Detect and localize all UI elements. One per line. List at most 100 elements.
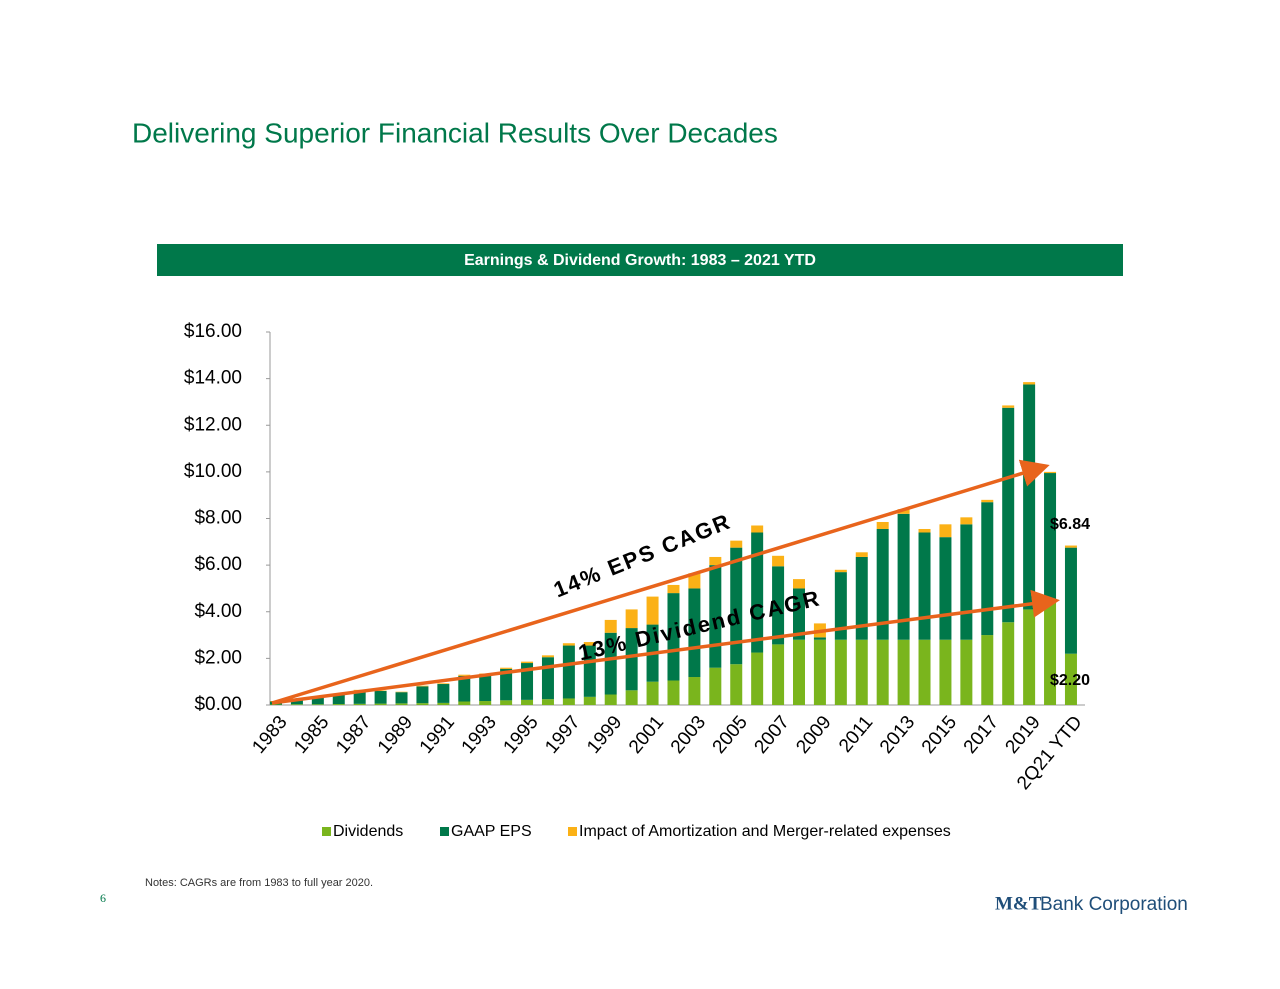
bar-segment (709, 565, 722, 668)
bar-segment (625, 690, 638, 705)
bar-segment (1064, 545, 1077, 548)
bar-segment (541, 699, 554, 705)
bar-segment (521, 699, 534, 705)
bar-segment (521, 663, 534, 700)
bar-segment (730, 540, 743, 548)
bar-segment (583, 645, 596, 697)
bar-segment (772, 644, 785, 705)
bar-segment (876, 521, 889, 529)
dividend-arrow (271, 589, 1060, 705)
bar-segment (981, 499, 994, 503)
bar-segment (667, 584, 680, 594)
bar-segment (667, 593, 680, 681)
y-tick-label: $16.00 (184, 321, 242, 342)
x-tick-label: 1991 (416, 712, 459, 758)
bar-segment (918, 532, 931, 640)
bar-segment (353, 691, 366, 704)
bar-segment (667, 680, 680, 705)
bar-segment (960, 517, 973, 525)
bar-segment (1044, 471, 1057, 474)
y-tick-label: $6.00 (194, 554, 242, 575)
annotation: $6.84 (1050, 516, 1090, 533)
bar-segment (562, 698, 575, 705)
x-tick-label: 1999 (583, 712, 626, 758)
bar-segment (793, 579, 805, 589)
bar-segment (834, 639, 847, 705)
bar-segment (311, 704, 324, 705)
x-tick-label: 2009 (792, 712, 835, 758)
x-tick-label: 1989 (374, 712, 417, 758)
annotation: $2.20 (1050, 672, 1090, 689)
y-tick-label: $12.00 (184, 414, 242, 435)
bar-segment (709, 667, 722, 705)
x-tick-label: 2001 (625, 712, 668, 758)
bar-segment (981, 502, 994, 636)
bar-segment (813, 637, 826, 640)
x-tick-label: 1997 (541, 712, 584, 758)
bar-segment (437, 684, 450, 703)
chart-title: Earnings & Dividend Growth: 1983 – 2021 … (464, 252, 816, 269)
bar-segment (1064, 653, 1077, 705)
bar-segment (583, 696, 596, 705)
bar-segment (604, 632, 617, 695)
y-tick-label: $4.00 (194, 601, 242, 622)
x-tick-label: 1985 (290, 712, 333, 758)
bar-segment (918, 639, 931, 705)
bar-segment (604, 619, 617, 633)
bar-segment (751, 532, 764, 653)
bar-segment (437, 683, 450, 685)
y-tick-label: $8.00 (194, 508, 242, 529)
notes: Notes: CAGRs are from 1983 to full year … (145, 877, 373, 889)
page-number: 6 (100, 891, 106, 905)
eps-arrow (271, 459, 1050, 705)
bar-segment (855, 639, 868, 705)
x-tick-label: 2003 (667, 712, 710, 758)
bar-segment (646, 681, 659, 705)
bar-segment (939, 524, 952, 538)
bar-segment (730, 664, 743, 705)
legend-swatch (568, 827, 577, 836)
logo-brand: M&T (995, 893, 1042, 914)
bar-segment (688, 677, 701, 705)
legend-label: Impact of Amortization and Merger-relate… (579, 823, 951, 840)
x-tick-label: 1983 (248, 712, 291, 758)
bar-segment (646, 596, 659, 625)
bar-segment (1044, 602, 1057, 705)
bar-segment (939, 639, 952, 705)
bar-segment (960, 639, 973, 705)
bar-segment (290, 704, 303, 705)
bar-segment (311, 696, 324, 705)
y-tick-label: $14.00 (184, 368, 242, 389)
x-tick-label: 2015 (918, 712, 961, 758)
bar-segment (541, 657, 554, 700)
bar-segment (897, 513, 910, 640)
bar-segment (751, 525, 764, 533)
bar-segment (1023, 382, 1036, 385)
bar-segment (1002, 405, 1015, 408)
bar-segment (897, 639, 910, 705)
legend-swatch (322, 827, 331, 836)
bar-segment (855, 556, 868, 640)
bar-segment (918, 528, 931, 533)
bar-segment (583, 642, 596, 646)
bar-segment (709, 556, 722, 566)
bar-segment (458, 675, 471, 702)
legend-swatch (440, 827, 449, 836)
bar-segment (500, 668, 513, 701)
bar-segment (688, 588, 701, 678)
chart-header (157, 244, 1123, 276)
bar-segment (353, 703, 366, 705)
y-tick-label: $2.00 (194, 647, 242, 668)
bar-segment (793, 639, 805, 705)
x-tick-label: 2017 (960, 712, 1003, 758)
bar-segment (479, 701, 492, 705)
bar-segment (500, 667, 513, 669)
bar-segment (374, 691, 387, 704)
bar-segment (897, 509, 910, 514)
bar-segment (395, 692, 408, 704)
bar-segment (625, 628, 638, 691)
bar-segment (374, 703, 387, 705)
bar-segment (1002, 407, 1015, 623)
